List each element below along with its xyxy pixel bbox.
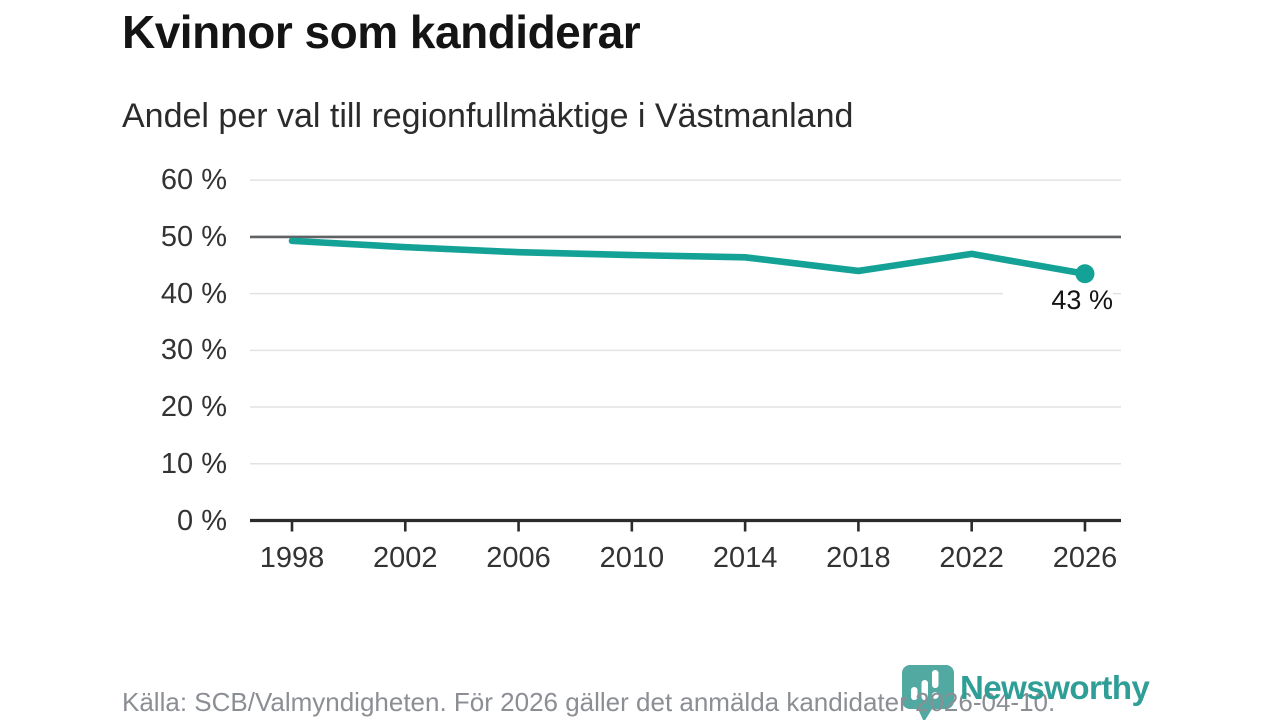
y-axis-tick-label: 10 % — [160, 447, 227, 480]
newsworthy-logo-icon — [902, 665, 954, 720]
logo-bar-tall — [932, 670, 939, 688]
chart-title: Kvinnor som kandiderar — [122, 6, 641, 58]
chart-subtitle: Andel per val till regionfullmäktige i V… — [122, 97, 854, 135]
x-axis-tick-label: 2018 — [826, 542, 891, 574]
y-axis-tick-label: 60 % — [160, 164, 227, 197]
x-axis-tick-label: 2022 — [939, 542, 1004, 574]
y-axis-tick-label: 50 % — [160, 220, 227, 253]
y-axis-tick-label: 0 % — [177, 504, 227, 537]
logo-exclamation-dot — [931, 692, 939, 699]
x-axis-tick-label: 2010 — [599, 542, 665, 574]
y-axis-tick-label: 40 % — [160, 277, 227, 310]
x-axis-tick-label: 2002 — [373, 542, 438, 574]
newsworthy-wordmark: Newsworthy — [960, 669, 1150, 706]
data-point-2026 — [1075, 264, 1095, 284]
x-axis-tick-label: 1998 — [259, 542, 325, 574]
logo-bar-medium — [921, 680, 928, 700]
y-axis-tick-label: 30 % — [160, 334, 227, 367]
y-axis-tick-label: 20 % — [160, 391, 227, 424]
x-axis-tick-label: 2014 — [712, 542, 778, 574]
series-end-value-label: 43 % — [1002, 284, 1113, 315]
x-axis-tick-label: 2006 — [486, 542, 551, 574]
data-line-women-candidates — [288, 237, 1089, 278]
x-axis-tick-label: 2026 — [1052, 542, 1118, 574]
source-note: Källa: SCB/Valmyndigheten. För 2026 gäll… — [122, 687, 1056, 717]
logo-bar-short — [911, 687, 918, 700]
